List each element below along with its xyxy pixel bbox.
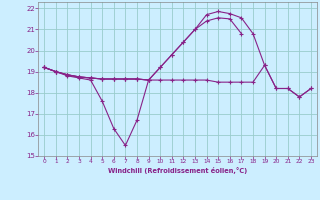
X-axis label: Windchill (Refroidissement éolien,°C): Windchill (Refroidissement éolien,°C): [108, 167, 247, 174]
